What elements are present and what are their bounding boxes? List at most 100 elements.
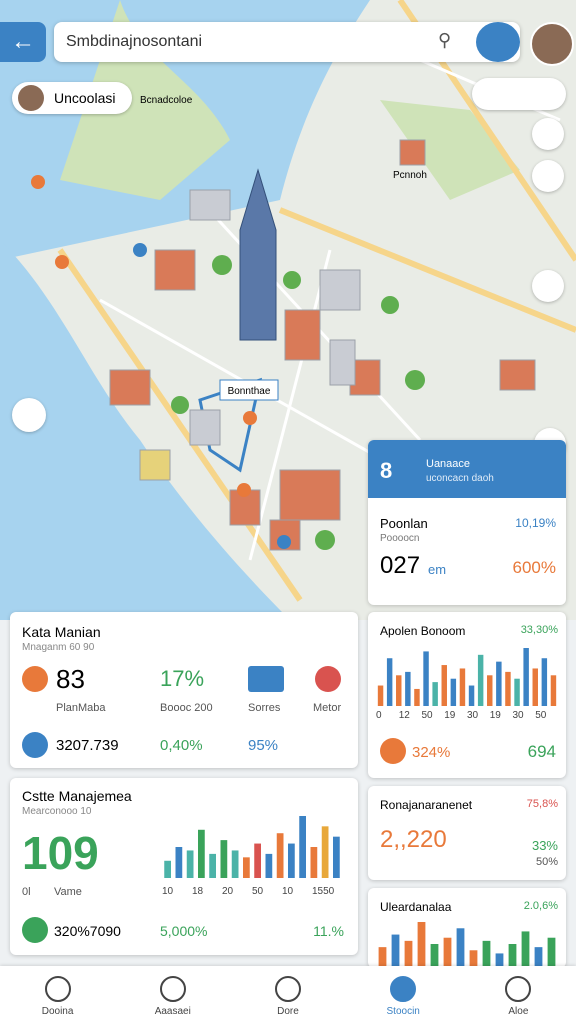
- bar: [482, 940, 491, 966]
- card-title: Apolen Bonoom: [380, 624, 466, 638]
- x-tick-label: 12: [398, 710, 410, 721]
- bar: [299, 816, 306, 878]
- bar: [468, 685, 475, 706]
- x-tick-label: 10: [282, 886, 294, 897]
- bar: [459, 668, 466, 706]
- search-icon[interactable]: ⚲: [438, 30, 452, 50]
- card-title: Kata Manian: [22, 624, 101, 640]
- percent-label: Boooc 200: [160, 702, 213, 714]
- bar: [443, 937, 452, 966]
- nav-icon: [505, 976, 532, 1002]
- ulea-card[interactable]: Uleardanalaa 2.0,6%: [368, 888, 566, 968]
- nav-label: Dooina: [41, 1006, 74, 1017]
- map-button[interactable]: [532, 270, 564, 302]
- x-tick-label: 10: [162, 886, 174, 897]
- map-button[interactable]: [532, 160, 564, 192]
- nav-item[interactable]: Aaasaei: [115, 966, 230, 1024]
- icon-label: Sorres: [248, 702, 281, 714]
- bar: [186, 850, 194, 878]
- bar: [441, 665, 447, 706]
- bar: [276, 833, 284, 878]
- x-tick-label: 0: [376, 710, 382, 721]
- bar: [417, 922, 426, 966]
- bar: [198, 829, 205, 878]
- cstte-card[interactable]: Cstte Manajemea Mearconooo 10 109 0l Vam…: [10, 778, 358, 955]
- map-tools[interactable]: [472, 78, 566, 110]
- nav-icon: [159, 976, 186, 1002]
- bar: [404, 940, 413, 966]
- map-label: Bonnthae: [228, 386, 271, 397]
- bar-chart: [377, 648, 557, 706]
- apolen-card[interactable]: Apolen Bonoom 33,30% 0 12 50 19 30 19 30 50 324…: [368, 612, 566, 778]
- bar: [405, 671, 411, 706]
- value: 2,,220: [380, 826, 447, 853]
- label: Poonlan: [380, 516, 428, 531]
- bar: [496, 661, 502, 706]
- chat-button[interactable]: [476, 22, 520, 62]
- value-label: Vame: [54, 886, 82, 898]
- bar: [243, 857, 250, 878]
- bar: [254, 843, 261, 878]
- footer-value: 5,000%: [160, 923, 208, 939]
- x-tick-label: 50: [252, 886, 264, 897]
- kata-card[interactable]: Kata Manian Mnaganm 60 90 83 PlanMaba 17…: [10, 612, 358, 768]
- percent: 600%: [512, 558, 556, 577]
- avatar[interactable]: [530, 22, 574, 66]
- bar: [430, 944, 439, 966]
- card-title: Ronajanaranenet: [380, 798, 473, 812]
- nav-label: Aaasaei: [154, 1006, 191, 1017]
- footer-value: 324%: [412, 744, 451, 761]
- sublabel: Poooocn: [380, 533, 420, 544]
- location-chip[interactable]: Uncoolasi: [12, 82, 132, 114]
- bar: [456, 928, 465, 966]
- bottom-nav: Dooina Aaasaei Dore Stoocin Aloe: [0, 966, 576, 1024]
- bar: [550, 675, 557, 706]
- nav-item[interactable]: Dooina: [0, 966, 115, 1024]
- change: 10,19%: [515, 516, 556, 530]
- value: 027: [380, 552, 421, 579]
- map-button[interactable]: [532, 118, 564, 150]
- x-tick-label: 50: [535, 710, 547, 721]
- card-subtitle: Mnaganm 60 90: [22, 642, 95, 653]
- nav-label: Dore: [277, 1006, 299, 1017]
- nav-item[interactable]: Stoocin: [346, 966, 461, 1024]
- row-value: 0,40%: [160, 737, 203, 754]
- icon-label: Metor: [313, 702, 342, 714]
- bar: [450, 678, 457, 706]
- map-card[interactable]: 8 Uanaace uconcacn daoh Poonlan 10,19% P…: [368, 440, 566, 605]
- rona-card[interactable]: Ronajanaranenet 75,8% 2,,220 33% 50%: [368, 786, 566, 880]
- nav-item[interactable]: Dore: [230, 966, 345, 1024]
- change: 75,8%: [526, 798, 558, 810]
- bar: [288, 843, 295, 878]
- change: 33,30%: [520, 624, 558, 636]
- value: 83: [56, 664, 85, 694]
- bar: [495, 953, 504, 966]
- map-label: Bcnadcoloe: [140, 95, 193, 106]
- percent: 17%: [160, 666, 205, 691]
- nav-item[interactable]: Aloe: [461, 966, 576, 1024]
- change: 2.0,6%: [523, 900, 558, 912]
- back-button[interactable]: ←: [0, 22, 46, 62]
- card-subtitle: Mearconooo 10: [22, 806, 92, 817]
- unit: em: [428, 562, 447, 577]
- bar: [209, 853, 216, 878]
- bar: [514, 678, 520, 706]
- x-tick-label: 50: [421, 710, 433, 721]
- bar: [432, 682, 438, 706]
- bar-chart: [164, 816, 340, 878]
- nav-icon: [44, 976, 71, 1002]
- bar: [469, 950, 478, 966]
- map-button[interactable]: [12, 398, 46, 432]
- bar: [521, 931, 530, 966]
- badge: 8: [380, 458, 393, 483]
- bar: [414, 688, 420, 706]
- footer-value: 11.%: [313, 923, 344, 939]
- bar: [487, 675, 493, 706]
- bar: [534, 947, 543, 966]
- bar: [377, 685, 384, 706]
- bar: [378, 947, 387, 966]
- nav-icon: [390, 976, 417, 1002]
- value: 109: [22, 827, 99, 879]
- search-box[interactable]: Smbdinajnosontani ⚲: [54, 22, 520, 62]
